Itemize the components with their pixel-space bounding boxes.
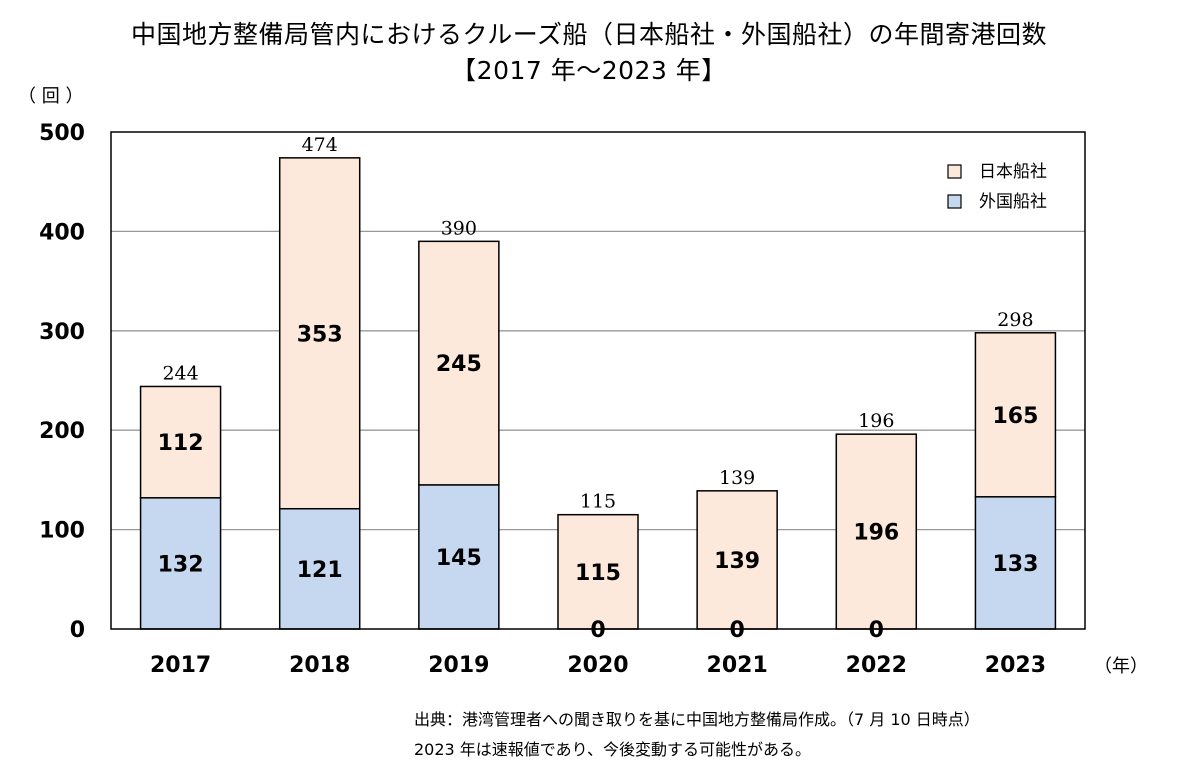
segment-value-label: 145 xyxy=(436,546,482,571)
x-axis-ticks: 2017 2018 2019 2020 2021 2022 2023 xyxy=(150,653,1046,678)
gridlines xyxy=(111,230,1085,531)
x-tick-label: 2023 xyxy=(985,653,1046,678)
total-value-label: 244 xyxy=(162,362,198,384)
y-tick-label: 0 xyxy=(70,618,85,643)
bar-segment xyxy=(139,385,222,499)
x-tick-label: 2020 xyxy=(567,653,628,678)
x-tick-label: 2019 xyxy=(428,653,489,678)
y-tick-label: 300 xyxy=(39,320,85,345)
legend-entry: 外国船社 xyxy=(979,192,1047,212)
legend-swatch xyxy=(947,164,962,179)
plot-frame xyxy=(110,131,1086,630)
bar-segment xyxy=(557,513,639,630)
bar-segment xyxy=(278,157,361,510)
segment-value-label: 133 xyxy=(992,552,1038,577)
total-value-label: 196 xyxy=(858,410,894,432)
bar-segment xyxy=(418,484,500,630)
segment-value-label: 0 xyxy=(729,618,744,643)
bars xyxy=(139,157,1057,630)
total-value-label: 115 xyxy=(580,491,616,513)
total-value-label: 390 xyxy=(441,217,477,239)
legend-entry: 日本船社 xyxy=(979,162,1047,182)
segment-value-label: 112 xyxy=(158,431,204,456)
segment-value-label: 115 xyxy=(575,561,621,586)
bar-segment xyxy=(974,496,1057,630)
y-axis-ticks: 0 100 200 300 400 500 xyxy=(39,121,85,643)
bar-segment xyxy=(974,332,1057,498)
x-axis-unit-label: （年） xyxy=(1094,656,1148,677)
bar-segment xyxy=(418,240,500,486)
bar-chart: 0 100 200 300 400 500 132 112 121 353 145 245 0 115 0… xyxy=(18,86,1148,678)
x-tick-label: 2018 xyxy=(289,653,350,678)
total-value-label: 474 xyxy=(302,134,338,156)
y-tick-label: 200 xyxy=(39,419,85,444)
bar-segment xyxy=(835,433,918,630)
legend-swatch xyxy=(947,194,962,209)
x-tick-label: 2017 xyxy=(150,653,211,678)
bar-segment xyxy=(696,490,778,630)
segment-value-label: 121 xyxy=(297,558,343,583)
segment-value-label: 353 xyxy=(297,322,343,347)
source-note-line2: 2023 年は速報値であり、今後変動する可能性がある。 xyxy=(414,740,812,759)
segment-value-label: 132 xyxy=(158,552,204,577)
segment-value-label: 139 xyxy=(714,549,760,574)
y-tick-label: 100 xyxy=(39,519,85,544)
y-axis-unit-label: （ 回 ） xyxy=(18,86,83,107)
segment-labels: 132 112 121 353 145 245 0 115 0 139 0 196 133 165 xyxy=(158,322,1039,643)
total-labels: 244 474 390 115 139 196 298 xyxy=(162,134,1033,513)
x-tick-label: 2022 xyxy=(846,653,907,678)
total-value-label: 139 xyxy=(719,467,755,489)
segment-value-label: 0 xyxy=(590,618,605,643)
segment-value-label: 196 xyxy=(853,521,899,546)
segment-value-label: 245 xyxy=(436,352,482,377)
y-tick-label: 400 xyxy=(39,220,85,245)
y-tick-label: 500 xyxy=(39,121,85,146)
segment-value-label: 165 xyxy=(992,404,1038,429)
total-value-label: 298 xyxy=(997,309,1033,331)
segment-value-label: 0 xyxy=(869,618,884,643)
x-tick-label: 2021 xyxy=(707,653,768,678)
chart-subtitle: 【2017 年～2023 年】 xyxy=(451,56,727,85)
source-note-line1: 出典：港湾管理者への聞き取りを基に中国地方整備局作成。（7 月 10 日時点） xyxy=(414,710,980,729)
chart-title: 中国地方整備局管内におけるクルーズ船（日本船社・外国船社）の年間寄港回数 xyxy=(130,20,1047,49)
